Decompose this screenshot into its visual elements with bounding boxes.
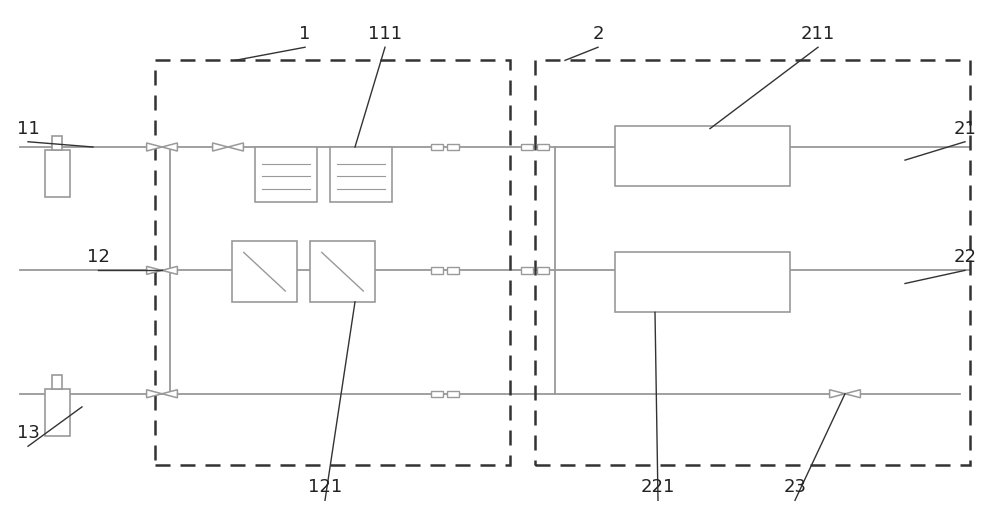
Bar xyxy=(232,242,297,302)
Text: 221: 221 xyxy=(641,478,675,496)
Bar xyxy=(447,267,459,274)
Polygon shape xyxy=(162,390,177,398)
Text: 21: 21 xyxy=(954,120,976,138)
Polygon shape xyxy=(162,143,177,151)
Polygon shape xyxy=(147,143,162,151)
Bar xyxy=(330,147,392,202)
Text: 11: 11 xyxy=(17,120,39,138)
Text: 13: 13 xyxy=(17,424,39,442)
Polygon shape xyxy=(845,390,860,398)
Bar xyxy=(310,242,375,302)
Text: 121: 121 xyxy=(308,478,342,496)
Bar xyxy=(615,252,790,312)
Text: 22: 22 xyxy=(954,248,976,266)
Bar xyxy=(537,267,549,274)
Bar xyxy=(615,126,790,186)
Text: 2: 2 xyxy=(592,25,604,43)
Bar xyxy=(52,375,62,388)
Bar xyxy=(255,147,317,202)
Polygon shape xyxy=(147,266,162,275)
Bar xyxy=(535,60,970,465)
Text: 1: 1 xyxy=(299,25,311,43)
Bar xyxy=(521,144,533,150)
Bar xyxy=(521,267,533,274)
Text: 211: 211 xyxy=(801,25,835,43)
Bar xyxy=(431,144,443,150)
Bar xyxy=(44,388,70,436)
Polygon shape xyxy=(147,390,162,398)
Bar xyxy=(431,391,443,397)
Bar xyxy=(431,267,443,274)
Text: 111: 111 xyxy=(368,25,402,43)
Polygon shape xyxy=(213,143,228,151)
Text: 12: 12 xyxy=(87,248,109,266)
Polygon shape xyxy=(162,266,177,275)
Bar xyxy=(52,136,62,150)
Polygon shape xyxy=(830,390,845,398)
Bar xyxy=(155,60,510,465)
Bar xyxy=(44,150,70,197)
Bar xyxy=(447,144,459,150)
Polygon shape xyxy=(228,143,243,151)
Bar xyxy=(537,144,549,150)
Text: 23: 23 xyxy=(784,478,806,496)
Bar xyxy=(447,391,459,397)
